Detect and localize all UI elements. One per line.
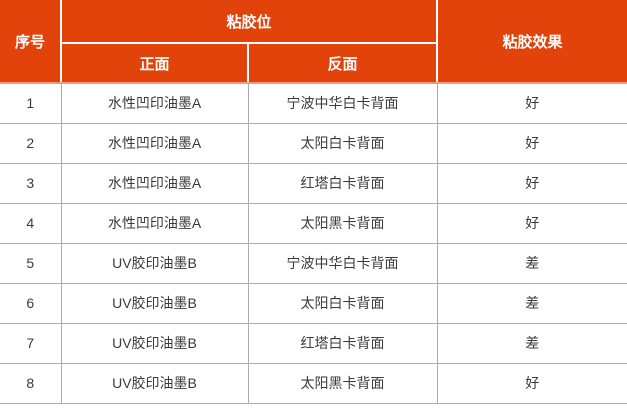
cell-effect: 好 [436, 122, 627, 164]
cell-effect: 差 [436, 282, 627, 324]
table-row: 5 UV胶印油墨B 宁波中华白卡背面 差 [0, 242, 627, 284]
cell-effect: 差 [436, 242, 627, 284]
cell-effect: 好 [436, 162, 627, 204]
cell-seq: 1 [0, 82, 62, 124]
cell-front: UV胶印油墨B [60, 362, 249, 404]
table-row: 7 UV胶印油墨B 红塔白卡背面 差 [0, 322, 627, 364]
table-header: 序号 粘胶位 粘胶效果 正面 反面 [0, 0, 627, 84]
cell-seq: 2 [0, 122, 62, 164]
cell-back: 宁波中华白卡背面 [247, 82, 438, 124]
header-back: 反面 [248, 43, 439, 84]
cell-back: 太阳白卡背面 [247, 122, 438, 164]
cell-seq: 3 [0, 162, 62, 204]
table-row: 2 水性凹印油墨A 太阳白卡背面 好 [0, 122, 627, 164]
cell-seq: 7 [0, 322, 62, 364]
cell-front: UV胶印油墨B [60, 322, 249, 364]
header-front: 正面 [61, 43, 249, 84]
table-row: 1 水性凹印油墨A 宁波中华白卡背面 好 [0, 82, 627, 124]
table-row: 3 水性凹印油墨A 红塔白卡背面 好 [0, 162, 627, 204]
table-row: 8 UV胶印油墨B 太阳黑卡背面 好 [0, 362, 627, 404]
cell-back: 红塔白卡背面 [247, 322, 438, 364]
cell-back: 红塔白卡背面 [247, 162, 438, 204]
cell-back: 太阳黑卡背面 [247, 202, 438, 244]
table-row: 6 UV胶印油墨B 太阳白卡背面 差 [0, 282, 627, 324]
header-row-top: 序号 粘胶位 粘胶效果 [0, 0, 627, 84]
table-body: 1 水性凹印油墨A 宁波中华白卡背面 好 2 水性凹印油墨A 太阳白卡背面 好 … [0, 82, 627, 404]
cell-front: 水性凹印油墨A [60, 82, 249, 124]
header-row-sub: 正面 反面 [0, 43, 627, 84]
cell-back: 太阳黑卡背面 [247, 362, 438, 404]
cell-front: 水性凹印油墨A [60, 162, 249, 204]
cell-effect: 好 [436, 202, 627, 244]
cell-back: 太阳白卡背面 [247, 282, 438, 324]
cell-seq: 8 [0, 362, 62, 404]
cell-effect: 好 [436, 362, 627, 404]
header-effect: 粘胶效果 [436, 0, 627, 84]
cell-seq: 6 [0, 282, 62, 324]
cell-front: 水性凹印油墨A [60, 122, 249, 164]
cell-back: 宁波中华白卡背面 [247, 242, 438, 284]
table-row: 4 水性凹印油墨A 太阳黑卡背面 好 [0, 202, 627, 244]
cell-seq: 5 [0, 242, 62, 284]
cell-front: UV胶印油墨B [60, 282, 249, 324]
cell-front: UV胶印油墨B [60, 242, 249, 284]
cell-seq: 4 [0, 202, 62, 244]
cell-front: 水性凹印油墨A [60, 202, 249, 244]
header-seq: 序号 [0, 0, 62, 84]
cell-effect: 差 [436, 322, 627, 364]
cell-effect: 好 [436, 82, 627, 124]
header-position-group: 粘胶位 [61, 0, 439, 44]
